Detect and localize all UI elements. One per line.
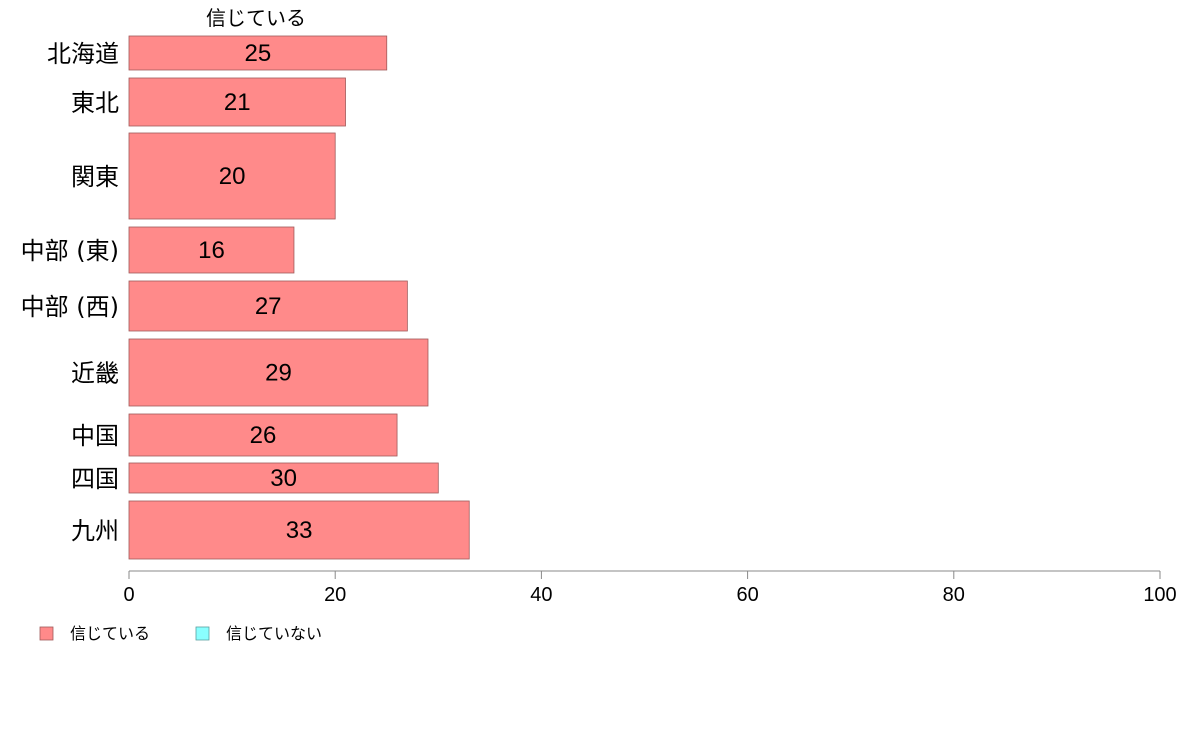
legend: 信じている 信じていない: [39, 624, 322, 643]
category-label: 九州: [71, 517, 119, 545]
x-axis: 0 20 40 60 80 100: [123, 570, 1177, 606]
category-label: 北海道: [47, 40, 119, 68]
category-label: 近畿: [71, 360, 119, 388]
bar-value-label: 20: [219, 163, 246, 190]
x-tick-label: 20: [324, 584, 346, 606]
bar: [128, 413, 398, 457]
category-label: 四国: [71, 465, 119, 493]
legend-swatch: [39, 626, 54, 641]
x-tick-label: 40: [530, 584, 552, 606]
category-label: 中部 (東): [21, 237, 119, 265]
category-label: 関東: [71, 163, 119, 191]
bar-value-label: 29: [265, 360, 292, 387]
bar-value-label: 25: [245, 40, 272, 67]
category-label: 中部 (西): [21, 293, 119, 321]
bar-value-label: 27: [255, 293, 282, 320]
x-tick-label: 80: [943, 584, 965, 606]
bar-value-label: 30: [270, 465, 297, 492]
bar-value-label: 16: [198, 237, 225, 264]
x-tick-label: 100: [1143, 584, 1176, 606]
bar: [128, 35, 388, 71]
bar-value-label: 26: [250, 422, 277, 449]
bar: [128, 280, 408, 332]
x-tick-label: 60: [736, 584, 758, 606]
bar: [128, 338, 429, 407]
bar-value-label: 21: [224, 89, 251, 116]
bar: [128, 500, 470, 560]
legend-swatch: [195, 626, 210, 641]
bar: [128, 226, 295, 274]
bar: [128, 462, 439, 494]
bar: [128, 132, 336, 220]
bar: [128, 77, 346, 127]
legend-label: 信じている: [70, 624, 150, 643]
bar-value-label: 33: [286, 517, 313, 544]
category-label: 東北: [71, 89, 119, 117]
bars-group: 25 北海道 21 東北 20 関東 16 中部 (東) 27 中部 (西) 29 近畿 26 中国 30 四…: [21, 35, 470, 560]
x-tick-label: 0: [123, 584, 134, 606]
category-label: 中国: [71, 422, 119, 450]
legend-label: 信じていない: [226, 624, 322, 643]
series-title: 信じている: [206, 6, 306, 30]
